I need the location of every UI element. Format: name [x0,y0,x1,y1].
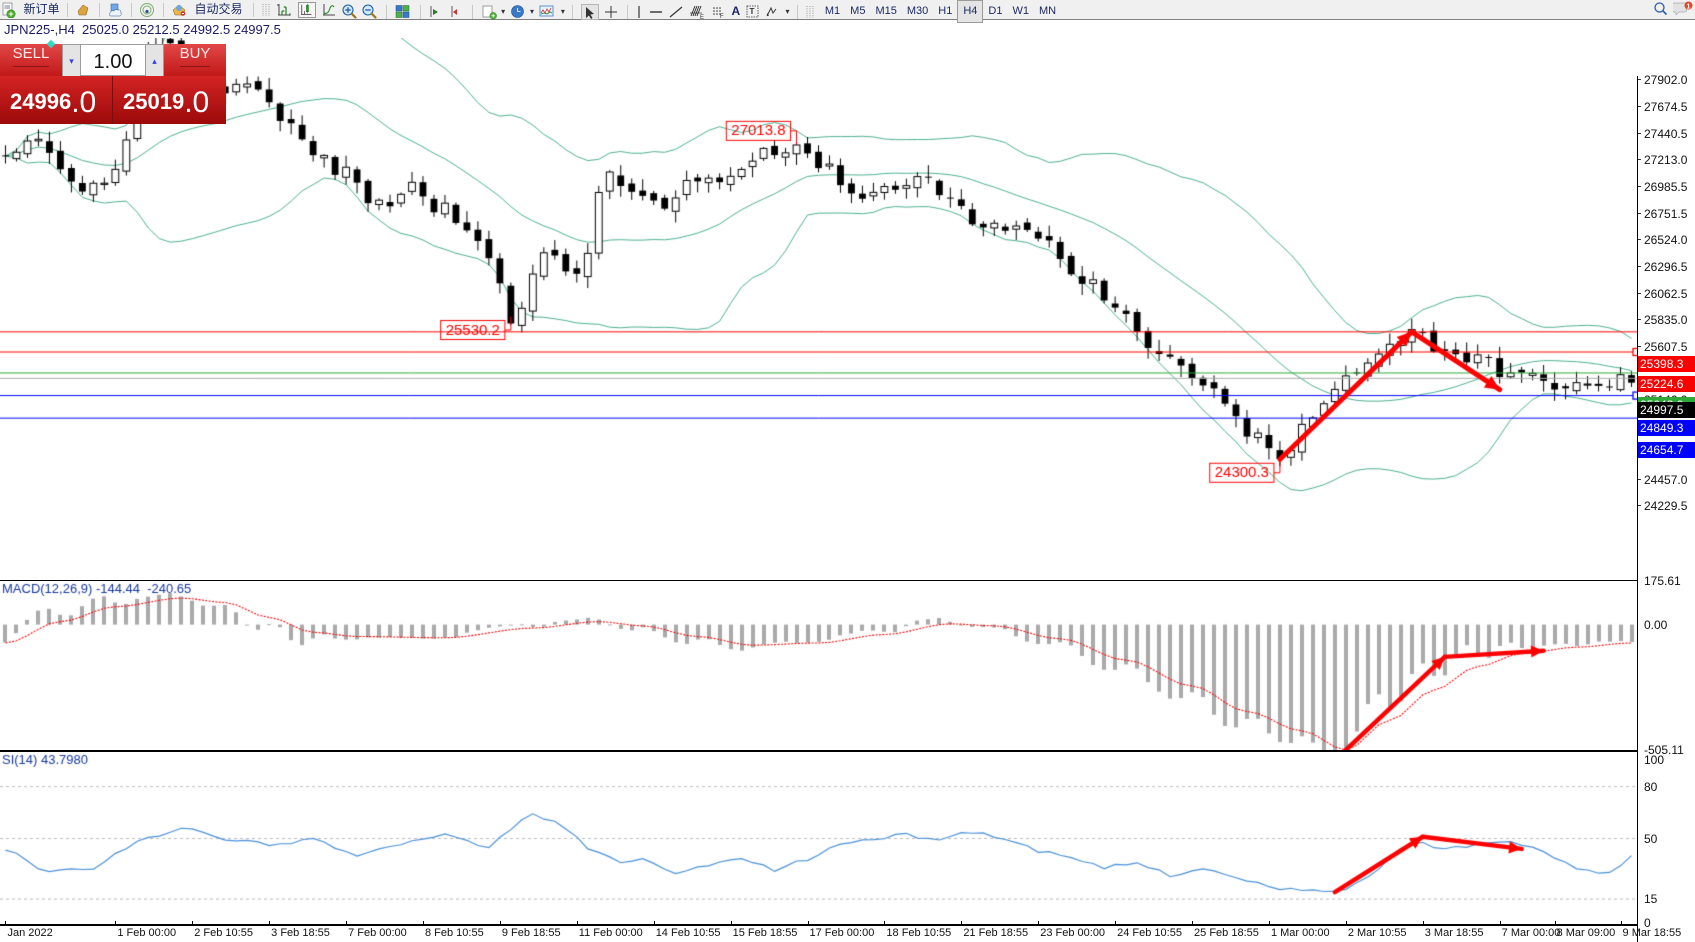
svg-text:F: F [720,14,724,20]
svg-text:T: T [749,7,754,16]
svg-text:1: 1 [1687,3,1691,10]
svg-text:E: E [700,15,704,20]
